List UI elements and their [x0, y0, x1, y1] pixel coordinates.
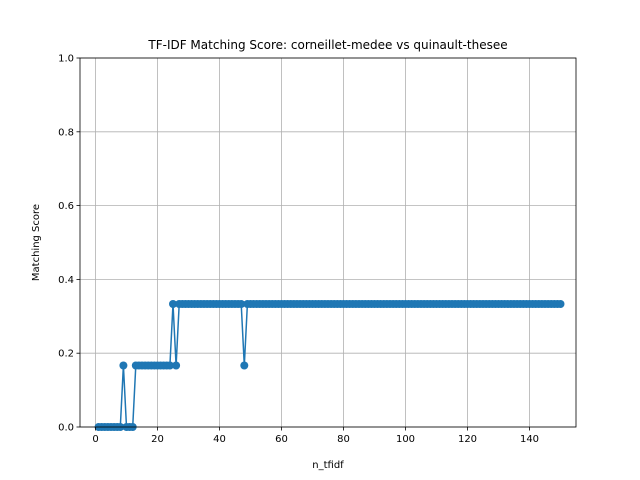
x-tick-label: 40 [213, 434, 226, 445]
x-axis-label: n_tfidf [312, 460, 344, 471]
y-axis-label: Matching Score [31, 204, 42, 281]
y-tick-label: 0.0 [58, 423, 74, 434]
x-tick-label: 0 [92, 434, 98, 445]
series-layer [94, 300, 565, 431]
data-point [169, 300, 177, 309]
x-tick-label: 140 [520, 434, 539, 445]
y-tick-label: 0.6 [58, 201, 74, 212]
data-point [119, 361, 128, 370]
x-tick-label: 120 [458, 434, 477, 445]
x-tick-label: 60 [275, 434, 288, 445]
x-axis: 0 20 40 60 80 100 120 140 [92, 427, 539, 445]
data-point [240, 361, 249, 370]
x-tick-label: 80 [337, 434, 350, 445]
x-tick-label: 20 [151, 434, 164, 445]
y-tick-label: 1.0 [58, 54, 74, 65]
data-point [237, 300, 246, 309]
y-axis: 0.0 0.2 0.4 0.6 0.8 1.0 [58, 54, 80, 434]
x-tick-label: 100 [396, 434, 415, 445]
plot-frame [79, 57, 577, 428]
data-point [165, 361, 174, 370]
chart-title: TF-IDF Matching Score: corneillet-medee … [147, 38, 507, 52]
data-point [172, 361, 181, 370]
y-tick-label: 0.2 [58, 349, 74, 360]
y-tick-label: 0.4 [58, 275, 74, 286]
y-tick-label: 0.8 [58, 127, 74, 138]
data-point [556, 300, 565, 309]
